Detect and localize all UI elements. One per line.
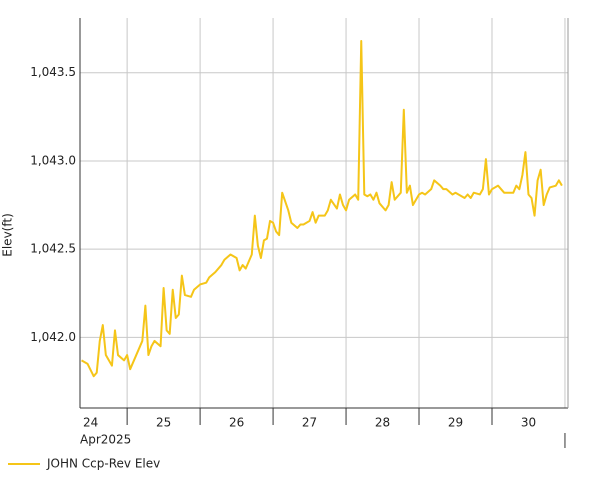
legend-label: JOHN Ccp-Rev Elev bbox=[46, 457, 160, 471]
y-tick-label: 1,043.0 bbox=[30, 153, 76, 167]
y-tick-label: 1,043.5 bbox=[30, 65, 76, 79]
x-sublabel: Apr2025 bbox=[80, 433, 131, 447]
y-tick-label: 1,042.0 bbox=[30, 330, 76, 344]
data-line bbox=[81, 39, 563, 378]
x-tick-label: 27 bbox=[302, 416, 317, 430]
y-tick-label: 1,042.5 bbox=[30, 242, 76, 256]
x-tick-label: 26 bbox=[229, 416, 244, 430]
x-tick-label: 24 bbox=[83, 416, 98, 430]
x-tick-label: 30 bbox=[521, 416, 536, 430]
y-axis-label: Elev(ft) bbox=[1, 213, 15, 256]
x-tick-label: 28 bbox=[375, 416, 390, 430]
plot-area bbox=[80, 18, 568, 408]
x-tick-label: 25 bbox=[156, 416, 171, 430]
x-tick-label: 29 bbox=[448, 416, 463, 430]
